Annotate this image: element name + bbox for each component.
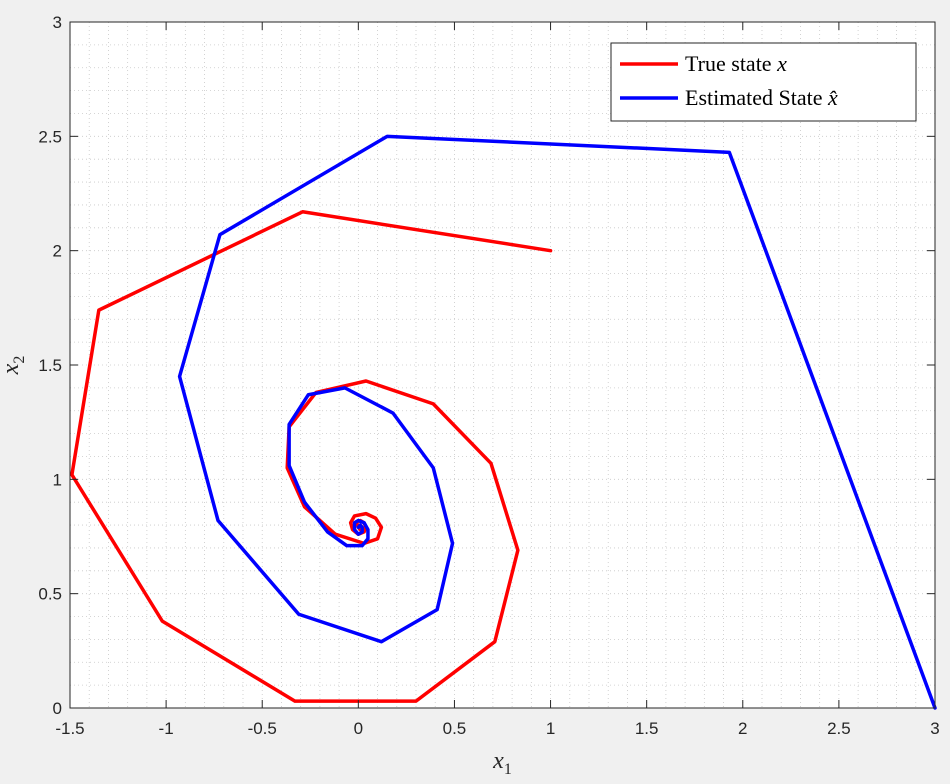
legend-math-estimated-state: x̂ [827,85,838,110]
x-tick-labels: -1.5 -1 -0.5 0 0.5 1 1.5 2 2.5 3 [55,719,939,738]
minor-grid [69,21,936,709]
x-tick-label: 0.5 [443,719,467,738]
y-tick-label: 0.5 [38,585,62,604]
legend-math-true-state: x [776,51,787,76]
y-tick-label: 1.5 [38,356,62,375]
y-axis-label-main: x [0,363,24,375]
x-axis-label: x1 [492,748,512,778]
y-tick-labels: 0 0.5 1 1.5 2 2.5 3 [38,13,62,718]
y-axis-label: x2 [0,356,28,376]
legend-entry-estimated-state: Estimated State x̂ [685,85,838,110]
tick-marks [69,21,936,709]
x-tick-label: 0 [354,719,363,738]
x-tick-label: 3 [930,719,939,738]
x-tick-label: -0.5 [248,719,277,738]
legend-box [610,42,917,122]
legend: True state x Estimated State x̂ [610,42,917,122]
x-tick-label: 2.5 [827,719,851,738]
y-axis-label-subscript: 2 [11,356,28,364]
y-tick-label: 2 [53,242,62,261]
x-tick-label: -1 [159,719,174,738]
y-tick-label: 0 [53,699,62,718]
x-tick-label: 1.5 [635,719,659,738]
y-tick-label: 1 [53,470,62,489]
series-layer [70,134,937,710]
x-tick-label: 1 [546,719,555,738]
legend-entry-true-state: True state x [685,51,787,76]
legend-label-true-state: True state [685,51,772,76]
series-line-estimated-state [177,134,937,710]
legend-label-estimated-state: Estimated State [685,85,822,110]
y-tick-label: 3 [53,13,62,32]
x-tick-label: 2 [738,719,747,738]
x-axis-label-subscript: 1 [504,761,512,778]
y-tick-label: 2.5 [38,127,62,146]
x-tick-label: -1.5 [55,719,84,738]
x-axis-label-main: x [492,748,504,774]
